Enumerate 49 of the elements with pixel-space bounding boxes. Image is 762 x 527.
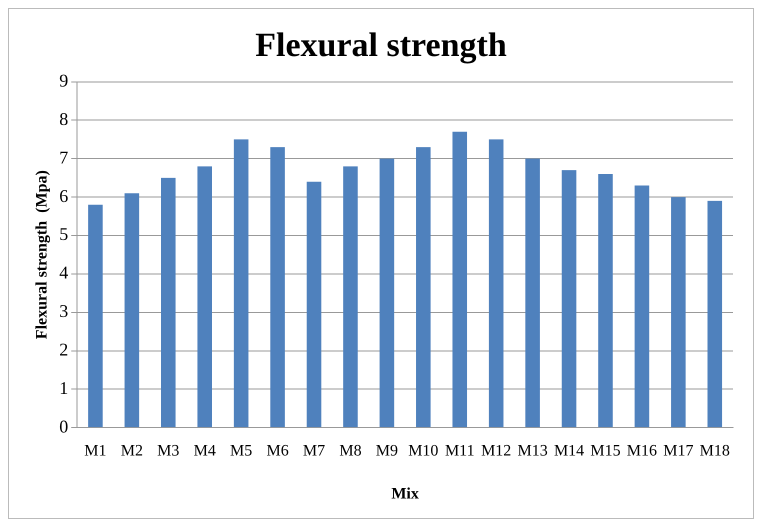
x-tick-label: M2 <box>120 442 143 460</box>
y-tick-label: 5 <box>59 224 68 244</box>
y-tick-label: 3 <box>59 301 68 322</box>
bar <box>707 200 722 428</box>
x-tick-label: M7 <box>302 442 326 460</box>
y-tick-label: 1 <box>59 378 68 398</box>
x-tick-label: M3 <box>157 442 180 460</box>
bar <box>270 147 285 428</box>
bar <box>525 158 540 428</box>
bar <box>671 197 686 428</box>
y-axis-title: Flexural strength (Mpa) <box>34 170 51 340</box>
bar <box>598 174 613 428</box>
x-tick-label: M12 <box>481 442 512 460</box>
y-tick-label: 8 <box>59 108 68 129</box>
bar <box>416 147 431 428</box>
bar <box>88 204 103 428</box>
bar <box>634 186 650 428</box>
bar <box>306 182 322 428</box>
bar <box>562 170 576 428</box>
x-tick-label: M6 <box>266 442 289 460</box>
x-tick-label: M17 <box>663 442 694 460</box>
x-tick-label: M9 <box>376 442 398 460</box>
x-tick-label: M4 <box>194 442 216 460</box>
x-tick-label: M16 <box>626 442 658 460</box>
x-tick-label: M15 <box>590 442 621 460</box>
y-tick-label: 4 <box>59 262 68 283</box>
bar <box>380 158 394 428</box>
x-tick-label: M10 <box>408 442 438 460</box>
bar <box>452 132 468 428</box>
x-tick-label: M13 <box>518 442 548 460</box>
x-tick-label: M1 <box>84 442 107 460</box>
bar <box>234 139 248 428</box>
bar <box>197 166 212 428</box>
bar <box>124 193 140 428</box>
bar <box>160 178 176 428</box>
y-tick-label: 2 <box>59 339 68 360</box>
x-tick-label: M18 <box>700 442 730 460</box>
x-tick-label: M11 <box>444 442 475 460</box>
y-tick-label: 6 <box>59 186 68 206</box>
bar <box>488 139 504 428</box>
chart-title: Flexural strength <box>255 27 507 64</box>
bar <box>343 166 358 428</box>
y-tick-label: 7 <box>59 147 68 168</box>
y-tick-label: 0 <box>59 416 68 436</box>
x-axis-title: Mix <box>391 486 419 503</box>
x-tick-label: M5 <box>230 442 252 460</box>
x-tick-label: M8 <box>339 442 362 460</box>
x-tick-label: M14 <box>554 442 584 460</box>
y-tick-label: 9 <box>59 70 68 91</box>
